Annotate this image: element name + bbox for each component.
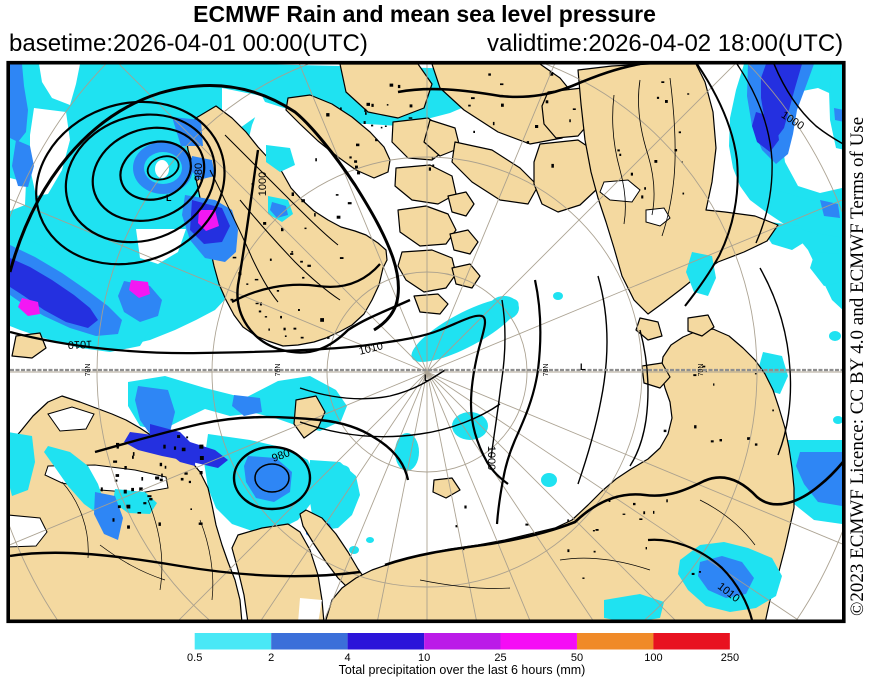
svg-text:78N: 78N: [543, 364, 550, 377]
svg-text:1000: 1000: [485, 446, 497, 470]
svg-text:1000: 1000: [257, 172, 269, 196]
svg-text:980: 980: [270, 447, 291, 465]
svg-text:1010: 1010: [358, 340, 385, 358]
svg-text:2: 2: [268, 652, 274, 664]
svg-text:78N: 78N: [85, 364, 92, 377]
svg-text:4: 4: [345, 652, 351, 664]
svg-text:L: L: [580, 362, 586, 372]
svg-text:Total precipitation over the l: Total precipitation over the last 6 hour…: [339, 663, 586, 677]
svg-text:250: 250: [721, 652, 739, 664]
svg-text:L: L: [424, 373, 430, 383]
svg-text:100: 100: [644, 652, 662, 664]
svg-text:1010: 1010: [68, 338, 93, 351]
svg-text:980: 980: [193, 163, 205, 181]
svg-text:70N: 70N: [698, 364, 705, 377]
svg-text:76N: 76N: [275, 364, 282, 377]
svg-text:©2023 ECMWF Licence: CC BY 4.0: ©2023 ECMWF Licence: CC BY 4.0 and ECMWF…: [847, 117, 868, 616]
svg-text:50: 50: [571, 652, 583, 664]
svg-text:10: 10: [418, 652, 430, 664]
svg-text:L: L: [166, 193, 172, 203]
svg-text:0.5: 0.5: [187, 652, 202, 664]
svg-text:25: 25: [494, 652, 506, 664]
